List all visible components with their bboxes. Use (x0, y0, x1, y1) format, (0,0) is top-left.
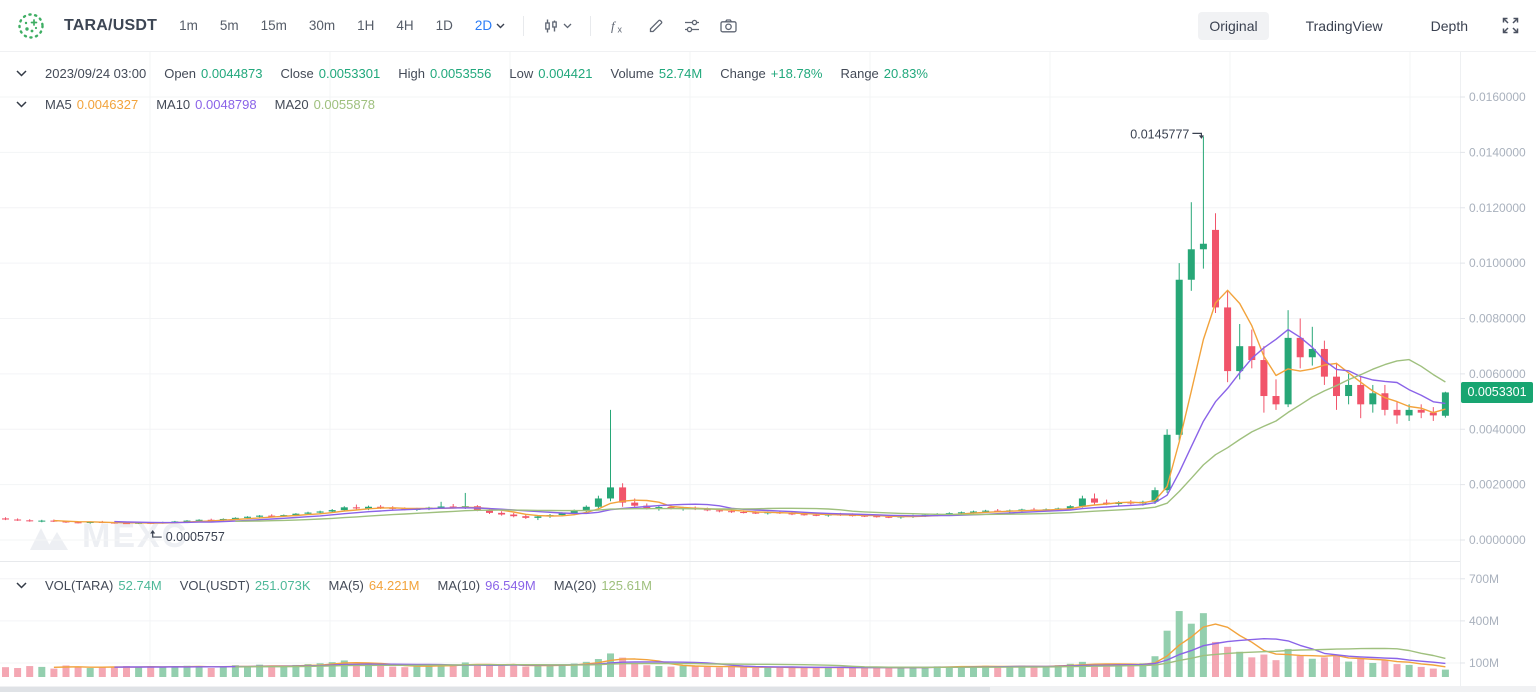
draw-button[interactable] (647, 17, 665, 35)
svg-text:400M: 400M (1469, 614, 1499, 628)
ohlc-open: Open 0.0044873 (164, 66, 263, 81)
collapse-ma-chevron-icon[interactable] (16, 101, 27, 108)
vol-vol-tara-: VOL(TARA) 52.74M (45, 578, 162, 593)
fullscreen-button[interactable] (1501, 16, 1520, 35)
ma-legend-row: MA5 0.0046327 MA10 0.0048798 MA20 0.0055878 (16, 97, 375, 112)
mexc-watermark-logo-icon (30, 528, 68, 550)
svg-text:0.0060000: 0.0060000 (1469, 367, 1526, 381)
svg-text:0.0005757: 0.0005757 (166, 530, 225, 544)
svg-text:0.0080000: 0.0080000 (1469, 312, 1526, 326)
svg-text:0.0020000: 0.0020000 (1469, 478, 1526, 492)
svg-text:0.0120000: 0.0120000 (1469, 201, 1526, 215)
ohlc-low: Low 0.004421 (509, 66, 593, 81)
chart-settings-button[interactable] (683, 17, 701, 35)
view-mode-tabs: Original TradingView Depth (1198, 11, 1479, 40)
vol-ma-10-: MA(10) 96.549M (437, 578, 536, 593)
svg-text:700M: 700M (1469, 572, 1499, 586)
ohlc-change: Change +18.78% (720, 66, 823, 81)
vol-ma-20-: MA(20) 125.61M (553, 578, 652, 593)
toolbar-divider (590, 15, 592, 36)
last-price-badge: 0.0053301 (1461, 382, 1533, 403)
timeframe-button-5m[interactable]: 5m (219, 18, 239, 33)
screenshot-button[interactable] (719, 17, 738, 35)
view-tab-depth[interactable]: Depth (1430, 17, 1468, 34)
ohlc-close: Close 0.0053301 (280, 66, 381, 81)
candle-timestamp: 2023/09/24 03:00 (45, 66, 147, 81)
ma-ma10: MA10 0.0048798 (156, 97, 257, 112)
pair-title: TARA/USDT (64, 16, 158, 34)
timeframe-button-1H[interactable]: 1H (357, 18, 375, 33)
chart-style-button[interactable] (542, 17, 572, 35)
volume-legend-row: VOL(TARA) 52.74M VOL(USDT) 251.073K MA(5) 64.… (16, 578, 652, 593)
sliders-icon (685, 19, 700, 32)
svg-text:100M: 100M (1469, 656, 1499, 670)
collapse-volume-chevron-icon[interactable] (16, 582, 27, 589)
svg-text:0.0100000: 0.0100000 (1469, 256, 1526, 270)
timeframe-button-15m[interactable]: 15m (260, 18, 287, 33)
toolbar-divider (523, 15, 525, 36)
ohlc-volume: Volume 52.74M (610, 66, 703, 81)
timeframe-list: 1m 5m 15m 30m 1H 4H 1D 2D (179, 18, 505, 33)
vol-ma-5-: MA(5) 64.221M (328, 578, 420, 593)
indicators-button[interactable]: f x (609, 17, 629, 35)
chevron-down-icon (496, 23, 505, 28)
svg-text:0.0145777: 0.0145777 (1130, 127, 1189, 141)
ma-ma20: MA20 0.0055878 (274, 97, 376, 112)
vol-vol-usdt-: VOL(USDT) 251.073K (179, 578, 311, 593)
view-tab-tradingview[interactable]: TradingView (1305, 17, 1383, 34)
view-tab-original[interactable]: Original (1198, 11, 1269, 40)
svg-text:0.0140000: 0.0140000 (1469, 145, 1526, 159)
pencil-icon (650, 19, 663, 32)
chart-toolbar: TARA/USDT 1m 5m 15m 30m 1H 4H 1D 2D f x (0, 0, 1536, 52)
svg-text:0.0000000: 0.0000000 (1469, 533, 1526, 547)
timeframe-button-1m[interactable]: 1m (179, 18, 198, 33)
candlestick-style-icon (545, 19, 558, 32)
mexc-logo-icon (18, 12, 44, 39)
expand-icon (1502, 17, 1519, 34)
fx-indicator-icon: f x (611, 18, 623, 34)
svg-text:x: x (618, 24, 623, 34)
collapse-ohlc-chevron-icon[interactable] (16, 70, 27, 77)
timeframe-button-4H[interactable]: 4H (396, 18, 414, 33)
timeframe-button-1D[interactable]: 1D (435, 18, 453, 33)
timeframe-button-30m[interactable]: 30m (308, 18, 336, 33)
camera-icon (720, 18, 737, 32)
svg-text:0.0160000: 0.0160000 (1469, 90, 1526, 104)
ohlc-high: High 0.0053556 (398, 66, 492, 81)
svg-text:f: f (611, 18, 617, 33)
ohlc-range: Range 20.83% (840, 66, 928, 81)
svg-text:0.0040000: 0.0040000 (1469, 422, 1526, 436)
ohlc-info-row: 2023/09/24 03:00 Open 0.0044873 Close 0.005… (16, 66, 928, 81)
chevron-down-icon (563, 23, 572, 28)
ma-ma5: MA5 0.0046327 (45, 97, 139, 112)
timeframe-button-2D[interactable]: 2D (475, 18, 505, 33)
